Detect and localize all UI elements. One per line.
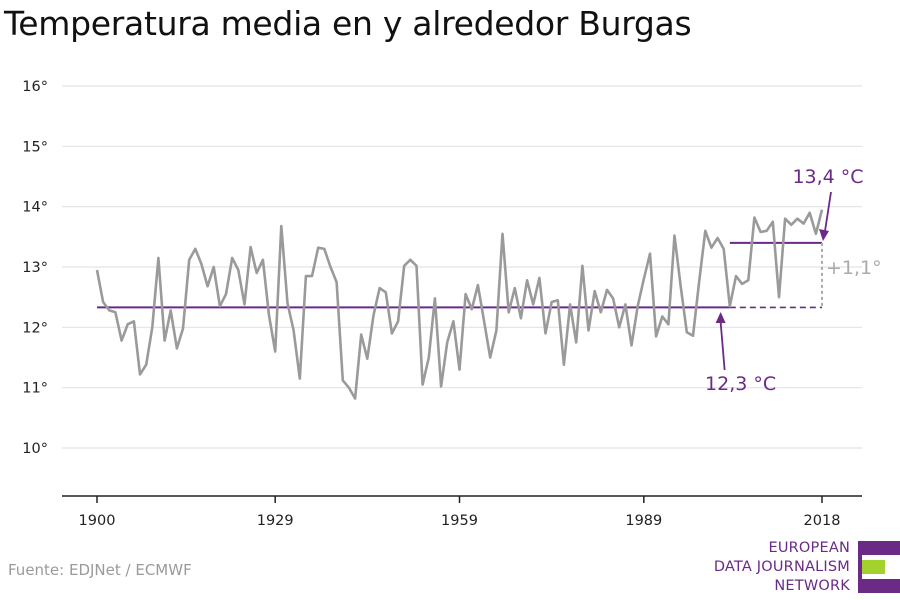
y-tick-label: 16° [22,79,48,95]
logo-bar-purple-top [858,541,900,555]
baseline-average-label: 12,3 °C [705,373,776,395]
x-tick-label: 1900 [79,513,116,529]
series-group [95,209,824,400]
y-tick-label: 12° [22,320,48,336]
baseline-arrow [719,321,726,371]
source-note: Fuente: EDJNet / ECMWF [8,561,192,579]
x-tick-label: 1989 [625,513,662,529]
x-tick-label: 1929 [257,513,294,529]
y-tick-label: 10° [22,441,48,457]
x-axis: 1900 1929 1959 1989 2018 [62,495,862,529]
x-tick-label: 1959 [441,513,478,529]
y-axis-ticks: 10° 11° 12° 13° 14° 15° 16° [22,79,48,457]
logo-bar-green [858,560,885,574]
logo-bar-purple-bottom [858,579,900,593]
recent-arrowhead [819,229,829,241]
edjnet-logo[interactable]: EUROPEAN DATA JOURNALISM NETWORK [706,539,900,597]
logo-line-2: DATA JOURNALISM [713,559,850,575]
y-tick-label: 11° [22,381,48,397]
baseline-arrowhead [715,312,726,323]
annotations: 12,3 °C 13,4 °C +1,1° [705,166,882,395]
logo-bar-spine [858,541,862,593]
recent-average-label: 13,4 °C [792,166,863,188]
chart-title: Temperatura media en y alrededor Burgas [4,4,692,43]
y-tick-label: 13° [22,260,48,276]
delta-label: +1,1° [826,257,882,279]
logo-line-1: EUROPEAN [768,540,850,556]
y-tick-label: 15° [22,139,48,155]
logo-text: EUROPEAN DATA JOURNALISM NETWORK [714,539,850,596]
recent-arrow [824,191,832,232]
x-tick-label: 2018 [804,513,841,529]
temperature-series-line [95,209,824,400]
logo-line-3: NETWORK [774,578,850,594]
y-tick-label: 14° [22,200,48,216]
